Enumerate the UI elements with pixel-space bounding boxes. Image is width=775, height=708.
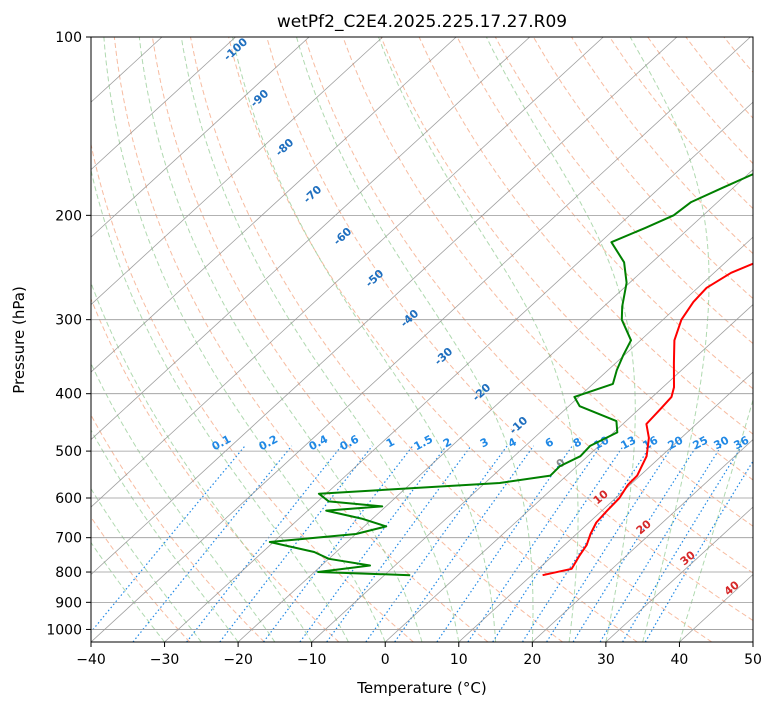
mixing-ratio-label: 16 [641,433,661,452]
dry-adiabat-line [456,37,753,390]
plot-frame [90,36,754,643]
dry-adiabat-line [266,37,753,622]
moist-adiabat-line [485,37,636,642]
mixing-ratio-line [546,445,674,642]
x-tick-label: 40 [671,652,689,668]
moist-adiabat-line [296,37,534,642]
isotherm-line [605,506,753,642]
x-tick-label: −40 [76,652,106,668]
isotherm-line [532,439,753,642]
moist-adiabat-line [91,362,276,642]
y-tick-label: 800 [55,565,82,581]
mixing-ratio-line [299,445,447,642]
isotherm-line [752,641,753,642]
mixing-ratio-line [572,445,698,642]
grid-lines [91,37,753,642]
y-axis-title: Pressure (hPa) [10,286,28,394]
x-tick-label: 20 [523,652,541,668]
dry-adiabat-line [342,37,753,527]
x-tick-label: 30 [597,652,615,668]
dry-adiabat-line [532,37,753,300]
dry-adiabat-line [304,37,753,574]
mixing-ratio-line [467,445,602,642]
dry-adiabat-line [762,37,775,642]
isotherm-line [91,37,236,171]
isotherm-line [91,37,383,306]
isotherm-line [91,37,531,441]
moist-adiabat-line [91,429,239,642]
moist-adiabat-line [378,37,579,642]
x-axis-title: Temperature (°C) [356,679,486,697]
dry-adiabat-line [380,37,753,481]
mixing-ratio-line [644,460,753,642]
y-tick-label: 500 [55,444,82,460]
isotherm-line [91,37,751,642]
isotherm-line [237,169,753,642]
dry-adiabat-line [228,37,713,642]
background-lines [91,37,775,642]
moist-adiabat-line [232,37,497,642]
y-tick-label: 900 [55,595,82,611]
mixing-ratio-label: 20 [666,433,686,452]
y-tick-label: 1000 [46,622,82,638]
y-tick-label: 600 [55,491,82,507]
y-tick-label: 100 [55,30,82,46]
x-tick-label: 0 [381,652,390,668]
isotherm-line [91,37,310,238]
x-tick-label: 50 [744,652,762,668]
dry-adiabat-line [113,37,489,642]
mixing-ratio-line [219,445,373,642]
y-tick-label: 200 [55,208,82,224]
chart-title: wetPf2_C2E4.2025.225.17.27.R09 [277,12,567,32]
y-tick-label: 300 [55,313,82,329]
mixing-ratio-label: 36 [732,433,752,452]
mixing-ratio-label: 25 [691,434,711,453]
isotherm-line [311,236,753,642]
moist-adiabat-line [678,398,753,642]
dry-adiabat-line [91,414,265,642]
mixing-ratio-label: 30 [712,433,732,452]
x-tick-label: −20 [223,652,253,668]
isotherm-line [91,37,604,508]
mixing-ratio-line [599,445,722,642]
mixing-ratio-line [622,445,743,642]
dewpoint-line [268,173,753,577]
x-tick-label: −30 [150,652,180,668]
mixing-ratio-line [186,445,343,642]
x-axis: −40 −30 −20 −10 0 10 20 30 40 50 [76,642,762,668]
moist-adiabat-line [91,168,349,642]
isotherm-line [384,304,753,642]
dry-adiabat-line [151,37,563,642]
isotherm-line [91,37,678,576]
temperature-line [542,262,753,577]
mixing-ratio-line [365,445,508,642]
mixing-ratio-line [521,445,652,642]
y-axis: 100 200 300 400 500 600 700 800 900 1000 [46,30,91,638]
mixing-ratio-label: 13 [619,434,639,453]
x-tick-label: 10 [450,652,468,668]
isotherm-line [91,37,457,373]
x-tick-label: −10 [297,652,327,668]
mixing-ratio-line [91,445,246,633]
moist-adiabat-line [138,37,423,642]
y-tick-label: 400 [55,387,82,403]
mixing-ratio-line [492,445,624,642]
dry-adiabat-line [494,37,753,345]
dry-adiabat-line [418,37,753,435]
mixing-ratio-line [436,445,573,642]
dry-adiabat-line [190,37,638,642]
moist-adiabat-line [629,37,710,642]
series-lines [268,173,753,577]
moist-adiabat-line [180,37,460,642]
y-tick-label: 700 [55,531,82,547]
isotherm-line [458,371,753,642]
